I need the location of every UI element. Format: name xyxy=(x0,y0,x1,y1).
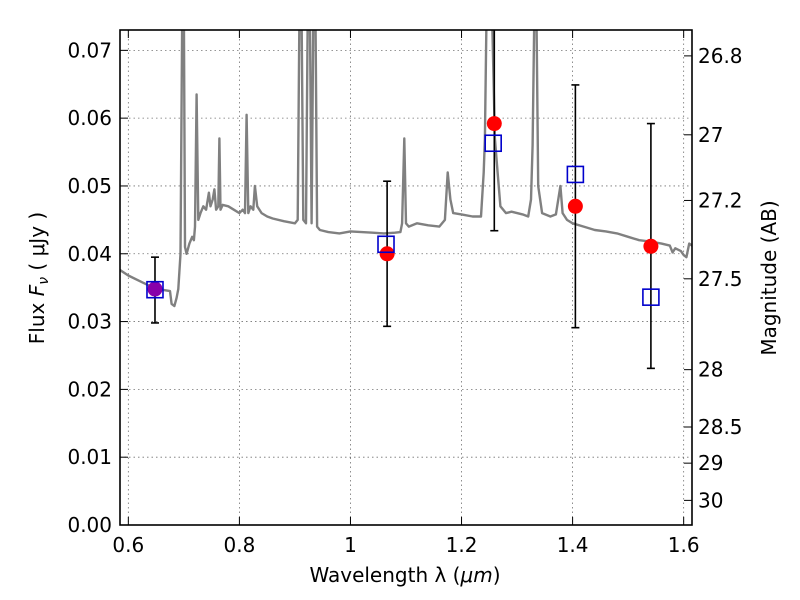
model-band-marker xyxy=(642,288,660,306)
model-band-points-series xyxy=(146,134,660,306)
right-tick-label: 27 xyxy=(698,123,723,147)
observed-point xyxy=(379,246,395,262)
y-tick-label: 0.00 xyxy=(67,513,112,537)
y-axis-label: Flux Fν ( μJy ) xyxy=(25,212,52,344)
y-tick-label: 0.03 xyxy=(67,310,112,334)
x-tick-label: 1.6 xyxy=(668,533,700,557)
right-tick-label: 28 xyxy=(698,358,723,382)
model-band-marker xyxy=(566,165,585,184)
model-band-marker xyxy=(377,235,395,254)
right-tick-label: 27.5 xyxy=(698,267,743,291)
x-tick-label: 0.6 xyxy=(112,533,144,557)
model-spectrum-series xyxy=(120,30,692,308)
grid xyxy=(120,30,692,525)
y-tick-label: 0.07 xyxy=(67,38,112,62)
observed-point xyxy=(567,198,583,214)
x-tick-label: 1.4 xyxy=(557,533,589,557)
plot-frame xyxy=(119,29,693,526)
model-band-marker xyxy=(146,280,164,299)
right-axis-label: Magnitude (AB) xyxy=(757,200,781,355)
observed-point xyxy=(643,238,659,254)
right-tick-label: 26.8 xyxy=(698,44,743,68)
y-tick-label: 0.02 xyxy=(67,377,112,401)
tick-labels: 0.6 0.8 1 1.2 1.4 1.6 0.00 0.01 0.02 0.03 0.04 0.05… xyxy=(67,38,742,557)
observed-point xyxy=(486,116,502,132)
x-tick-label: 1.2 xyxy=(446,533,478,557)
x-axis-label: Wavelength λ (μm) xyxy=(309,563,500,587)
y-tick-label: 0.04 xyxy=(67,242,112,266)
model-band-marker xyxy=(484,134,502,153)
right-tick-label: 30 xyxy=(698,488,723,512)
model-spectrum-line xyxy=(120,30,692,308)
right-tick-label: 28.5 xyxy=(698,415,743,439)
observed-points-series xyxy=(147,116,659,297)
right-tick-label: 27.2 xyxy=(698,188,743,212)
right-tick-label: 29 xyxy=(698,451,723,475)
observed-point xyxy=(147,281,163,297)
y-tick-label: 0.06 xyxy=(67,106,112,130)
x-tick-label: 1 xyxy=(344,533,357,557)
x-tick-label: 0.8 xyxy=(223,533,255,557)
y-tick-label: 0.05 xyxy=(67,174,112,198)
y-tick-label: 0.01 xyxy=(67,445,112,469)
axis-ticks xyxy=(120,30,692,526)
